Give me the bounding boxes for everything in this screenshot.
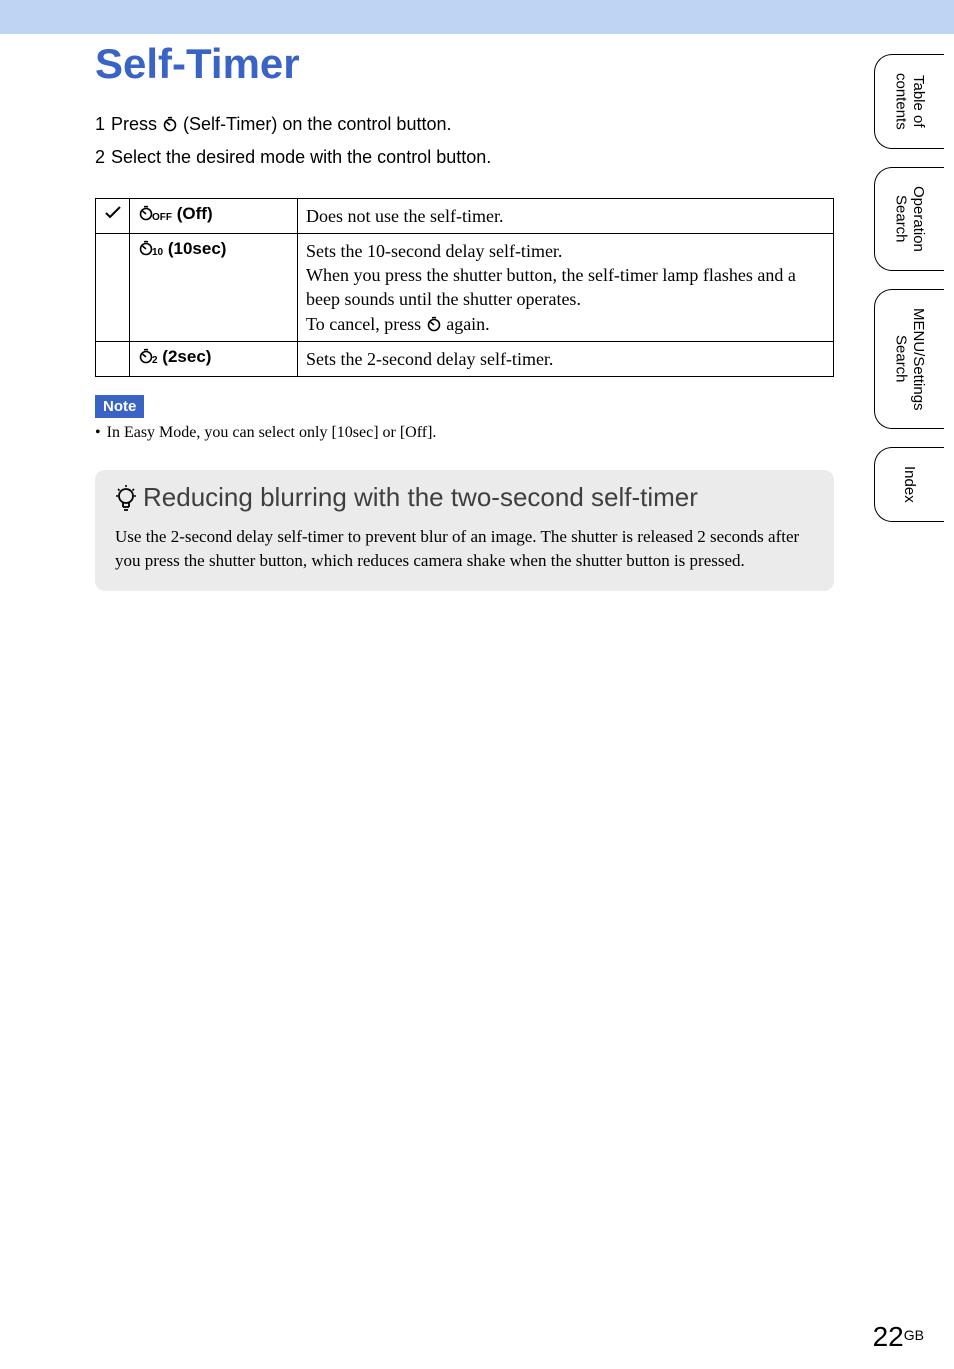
page-number-value: 22 [873,1321,904,1352]
self-timer-icon [426,316,442,332]
self-timer-icon [162,116,178,132]
note-badge: Note [95,395,144,418]
lightbulb-icon [115,484,137,512]
options-table: OFF (Off) Does not use the self-timer. 1… [95,198,834,378]
step-post: (Self-Timer) on the control button. [178,114,451,134]
check-cell [96,233,130,341]
sidebar-tab-operation-search[interactable]: Operation Search [874,167,944,271]
option-label-cell: 10 (10sec) [130,233,298,341]
self-timer-icon [138,205,154,221]
sidebar-tab-menu-settings-search[interactable]: MENU/Settings Search [874,289,944,430]
check-cell [96,342,130,377]
option-label: (10sec) [168,239,227,258]
sidebar-label: Index [901,466,918,503]
option-label: (2sec) [162,347,211,366]
option-label-cell: 2 (2sec) [130,342,298,377]
instruction-steps: 1 Press (Self-Timer) on the control butt… [95,110,834,172]
tip-heading: Reducing blurring with the two-second se… [115,482,814,513]
desc-pre: To cancel, press [306,314,426,334]
main-content: Self-Timer 1 Press (Self-Timer) on the c… [0,34,954,591]
desc-post: again. [442,314,490,334]
step-number: 2 [95,143,105,172]
note-text: In Easy Mode, you can select only [10sec… [107,424,437,442]
table-row: OFF (Off) Does not use the self-timer. [96,198,834,233]
step-2: 2 Select the desired mode with the contr… [95,143,834,172]
self-timer-icon [138,240,154,256]
option-description: Sets the 2-second delay self-timer. [298,342,834,377]
table-row: 10 (10sec) Sets the 10-second delay self… [96,233,834,341]
sidebar-tab-index[interactable]: Index [874,447,944,522]
check-cell [96,198,130,233]
sidebar-label: Operation Search [892,186,927,252]
step-text: Select the desired mode with the control… [111,143,491,172]
step-1: 1 Press (Self-Timer) on the control butt… [95,110,834,139]
table-row: 2 (2sec) Sets the 2-second delay self-ti… [96,342,834,377]
step-number: 1 [95,110,105,139]
tip-box: Reducing blurring with the two-second se… [95,470,834,591]
page-number-suffix: GB [904,1327,924,1343]
sidebar-tabs: Table of contents Operation Search MENU/… [874,54,944,522]
page: Table of contents Operation Search MENU/… [0,34,954,1369]
option-label-cell: OFF (Off) [130,198,298,233]
option-description: Sets the 10-second delay self-timer. Whe… [298,233,834,341]
page-number: 22GB [873,1321,924,1353]
icon-subscript: OFF [152,212,172,223]
step-text: Press (Self-Timer) on the control button… [111,110,451,139]
sidebar-label: Table of contents [892,73,927,130]
note-section: Note • In Easy Mode, you can select only… [95,395,834,442]
note-item: • In Easy Mode, you can select only [10s… [95,424,834,442]
option-description: Does not use the self-timer. [298,198,834,233]
tip-title: Reducing blurring with the two-second se… [143,482,698,513]
desc-line: Sets the 10-second delay self-timer. [306,241,562,261]
self-timer-icon [138,348,154,364]
page-title: Self-Timer [95,40,834,88]
check-icon [105,204,121,224]
sidebar-label: MENU/Settings Search [892,308,927,411]
bullet: • [95,424,101,442]
tip-body: Use the 2-second delay self-timer to pre… [115,525,814,573]
sidebar-tab-contents[interactable]: Table of contents [874,54,944,149]
note-list: • In Easy Mode, you can select only [10s… [95,424,834,442]
desc-line: When you press the shutter button, the s… [306,265,796,309]
option-label: (Off) [177,204,213,223]
top-banner [0,0,954,34]
step-pre: Press [111,114,162,134]
